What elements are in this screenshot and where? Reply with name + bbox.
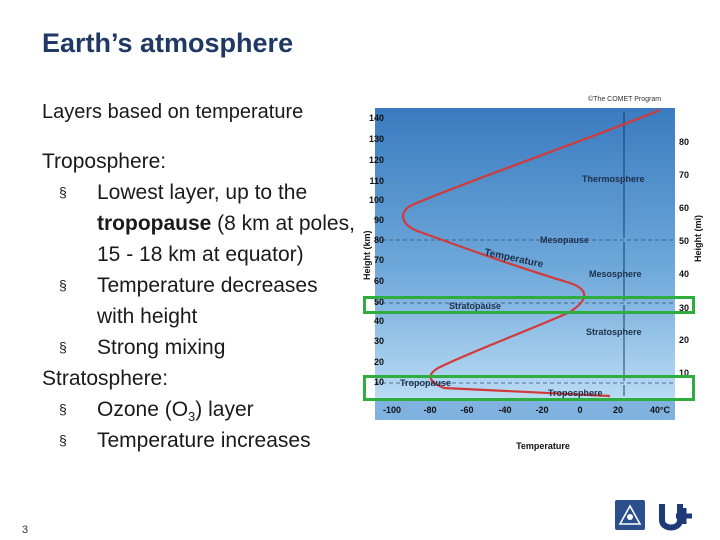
bullet-text: ) layer <box>195 398 254 421</box>
km-tick: 80 <box>374 235 384 245</box>
troposphere-label: Troposphere <box>548 388 603 398</box>
x-tick: -20 <box>535 405 548 415</box>
km-tick: 90 <box>374 215 384 225</box>
atmosphere-logo-icon <box>618 504 642 525</box>
troposphere-heading-text: Troposphere <box>42 150 161 173</box>
x-tick: -60 <box>460 405 473 415</box>
sky-background <box>375 108 675 398</box>
bullet-text: Temperature increases <box>97 429 311 452</box>
km-tick: 130 <box>369 134 384 144</box>
y-right-label: Height (mi) <box>693 215 703 262</box>
slide-title: Earth’s atmosphere <box>42 28 294 58</box>
bullet-text: Lowest layer, up to the <box>97 181 308 204</box>
stratosphere-heading-text: Stratosphere <box>42 367 163 390</box>
mi-axis: 80 70 60 50 40 30 20 10 <box>679 137 689 378</box>
mi-tick: 20 <box>679 335 689 345</box>
bullet-marker: § <box>59 432 67 448</box>
km-tick: 10 <box>374 377 384 387</box>
thermosphere-label: Thermosphere <box>582 174 645 184</box>
ozone-subscript: 3 <box>188 409 196 425</box>
km-tick: 30 <box>374 336 384 346</box>
mi-tick: 80 <box>679 137 689 147</box>
bullet-list: Troposphere: § Lowest layer, up to the t… <box>42 146 360 456</box>
mi-tick: 50 <box>679 236 689 246</box>
stratopause-label: Stratopause <box>449 301 501 311</box>
bullet-marker: § <box>59 184 67 200</box>
stratosphere-label: Stratosphere <box>586 327 642 337</box>
figure-credit: ©The COMET Program <box>588 96 662 103</box>
stratopause-highlight <box>363 296 695 314</box>
mi-tick: 70 <box>679 170 689 180</box>
bullet-marker: § <box>59 401 67 417</box>
temperature-curve <box>402 108 661 398</box>
mi-tick: 60 <box>679 203 689 213</box>
atmosphere-figure: 140 130 120 110 100 90 80 70 60 50 40 30… <box>362 108 703 451</box>
x-axis-band <box>375 398 675 420</box>
university-logo-icon <box>659 504 692 531</box>
troposphere-heading: Troposphere: <box>42 146 360 177</box>
x-tick: -40 <box>498 405 511 415</box>
km-tick: 40 <box>374 316 384 326</box>
km-tick: 70 <box>374 255 384 265</box>
slide-number: 3 <box>22 524 29 536</box>
stratosphere-colon: : <box>162 367 169 390</box>
mi-tick: 40 <box>679 269 689 279</box>
bullet-text: (8 km at poles, 15 - 18 km at equator) <box>97 212 355 266</box>
km-tick: 140 <box>369 113 384 123</box>
mi-tick: 10 <box>679 368 689 378</box>
bullet-text: Ozone (O <box>97 398 189 421</box>
x-tick: 40°C <box>650 405 671 415</box>
tropopause-term: tropopause <box>97 212 212 235</box>
km-tick: 100 <box>369 195 384 205</box>
mesopause-label: Mesopause <box>540 235 589 245</box>
bullet-item: § Temperature increases <box>42 425 360 456</box>
x-axis-label: Temperature <box>516 441 570 451</box>
institution-logo <box>615 500 645 530</box>
troposphere-colon: : <box>160 150 167 173</box>
km-tick: 20 <box>374 357 384 367</box>
slide-subtitle: Layers based on temperature <box>42 101 304 123</box>
x-tick: 0 <box>577 405 582 415</box>
km-axis: 140 130 120 110 100 90 80 70 60 50 40 30… <box>369 113 384 387</box>
bullet-item: § Ozone (O3) layer <box>42 394 360 425</box>
mi-tick: 30 <box>679 303 689 313</box>
mesosphere-label: Mesosphere <box>589 269 642 279</box>
bullet-item: § Temperature decreases with height <box>42 270 360 332</box>
x-tick: 20 <box>613 405 623 415</box>
bullet-marker: § <box>59 277 67 293</box>
km-tick: 50 <box>374 297 384 307</box>
tropopause-highlight <box>363 375 695 401</box>
km-tick: 110 <box>369 176 384 186</box>
x-axis: -100 -80 -60 -40 -20 0 20 40°C <box>383 405 671 415</box>
bullet-marker: § <box>59 339 67 355</box>
y-left-label: Height (km) <box>362 230 372 280</box>
stratosphere-heading: Stratosphere: <box>42 363 360 394</box>
x-tick: -100 <box>383 405 401 415</box>
km-tick: 120 <box>369 155 384 165</box>
x-tick: -80 <box>423 405 436 415</box>
bullet-item: § Strong mixing <box>42 332 360 363</box>
bullet-item: § Lowest layer, up to the tropopause (8 … <box>42 177 360 270</box>
bullet-text: Temperature decreases with height <box>97 274 318 328</box>
bullet-text: Strong mixing <box>97 336 226 359</box>
km-tick: 60 <box>374 276 384 286</box>
tropopause-label: Tropopause <box>400 378 451 388</box>
